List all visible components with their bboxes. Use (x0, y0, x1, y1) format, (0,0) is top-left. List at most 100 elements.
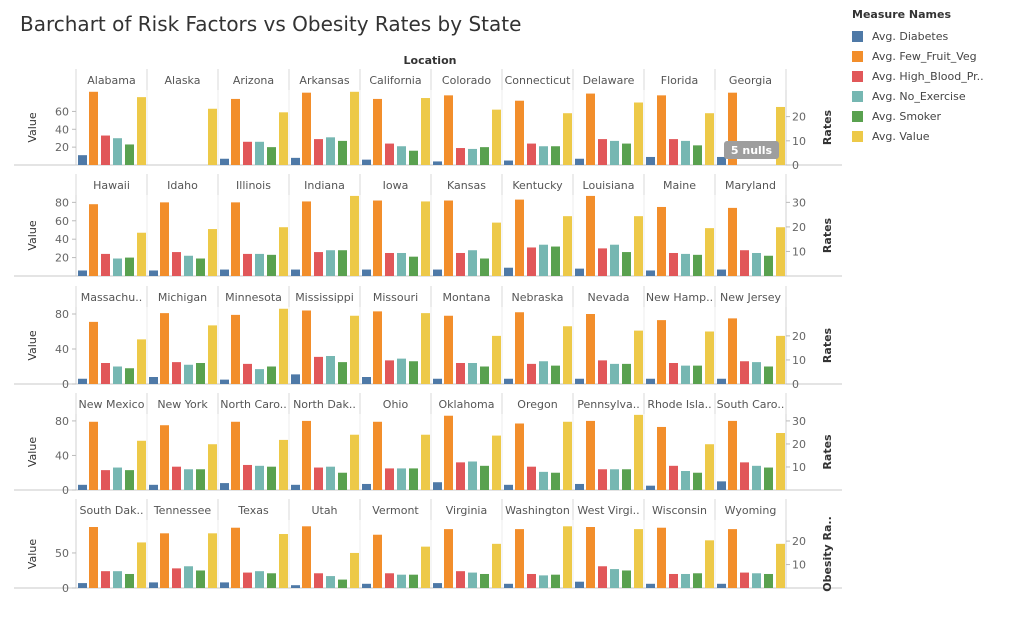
bar[interactable] (433, 583, 442, 588)
bar[interactable] (409, 574, 418, 588)
bar[interactable] (421, 313, 430, 384)
nulls-indicator[interactable] (724, 141, 779, 159)
bar[interactable] (184, 469, 193, 490)
bar[interactable] (693, 145, 702, 165)
bar[interactable] (740, 462, 749, 490)
bar[interactable] (113, 138, 122, 165)
bar[interactable] (504, 583, 513, 588)
bar[interactable] (669, 465, 678, 490)
bar[interactable] (610, 244, 619, 276)
bar[interactable] (291, 484, 300, 490)
bar[interactable] (279, 534, 288, 588)
bar[interactable] (196, 469, 205, 490)
bar[interactable] (89, 91, 98, 165)
bar[interactable] (480, 147, 489, 165)
bar[interactable] (362, 483, 371, 490)
bar[interactable] (586, 314, 595, 384)
bar[interactable] (113, 467, 122, 490)
bar[interactable] (752, 573, 761, 588)
bar[interactable] (598, 139, 607, 165)
bar[interactable] (137, 339, 146, 384)
bar[interactable] (693, 365, 702, 384)
bar[interactable] (527, 247, 536, 276)
bar[interactable] (598, 360, 607, 384)
bar[interactable] (326, 137, 335, 165)
bar[interactable] (160, 313, 169, 384)
bar[interactable] (373, 98, 382, 165)
bar[interactable] (586, 527, 595, 588)
bar[interactable] (622, 363, 631, 384)
bar[interactable] (350, 195, 359, 276)
bar[interactable] (444, 529, 453, 588)
bar[interactable] (373, 200, 382, 276)
bar[interactable] (196, 258, 205, 276)
bar[interactable] (137, 542, 146, 588)
bar[interactable] (89, 527, 98, 588)
bar[interactable] (551, 472, 560, 490)
bar[interactable] (314, 252, 323, 276)
bar[interactable] (433, 161, 442, 165)
bar[interactable] (385, 143, 394, 165)
bar[interactable] (409, 468, 418, 490)
bar[interactable] (610, 140, 619, 165)
bar[interactable] (101, 363, 110, 384)
bar[interactable] (456, 462, 465, 490)
bar[interactable] (575, 483, 584, 490)
bar[interactable] (740, 361, 749, 384)
bar[interactable] (302, 310, 311, 385)
bar[interactable] (657, 426, 666, 490)
bar[interactable] (409, 150, 418, 165)
bar[interactable] (563, 326, 572, 384)
bar[interactable] (776, 335, 785, 384)
bar[interactable] (504, 160, 513, 165)
bar[interactable] (101, 470, 110, 490)
bar[interactable] (610, 569, 619, 588)
bar[interactable] (196, 363, 205, 384)
bar[interactable] (657, 95, 666, 165)
bar[interactable] (291, 374, 300, 384)
bar[interactable] (208, 325, 217, 384)
bar[interactable] (326, 466, 335, 490)
bar[interactable] (468, 363, 477, 384)
bar[interactable] (397, 146, 406, 165)
bar[interactable] (752, 362, 761, 384)
bar[interactable] (728, 92, 737, 165)
bar[interactable] (172, 466, 181, 490)
bar[interactable] (456, 148, 465, 165)
bar[interactable] (78, 583, 87, 588)
bar[interactable] (492, 543, 501, 588)
bar[interactable] (705, 444, 714, 490)
bar[interactable] (586, 420, 595, 490)
bar[interactable] (539, 575, 548, 588)
bar[interactable] (598, 248, 607, 276)
bar[interactable] (504, 267, 513, 276)
legend-item[interactable]: Avg. Value (852, 126, 1017, 146)
bar[interactable] (444, 200, 453, 276)
bar[interactable] (220, 483, 229, 490)
bar[interactable] (149, 582, 158, 588)
bar[interactable] (646, 270, 655, 276)
bar[interactable] (314, 139, 323, 165)
bar[interactable] (208, 533, 217, 588)
bar[interactable] (160, 202, 169, 276)
bar[interactable] (338, 362, 347, 384)
bar[interactable] (551, 574, 560, 588)
bar[interactable] (669, 139, 678, 165)
bar[interactable] (634, 216, 643, 276)
bar[interactable] (527, 466, 536, 490)
bar[interactable] (314, 573, 323, 588)
bar[interactable] (338, 579, 347, 588)
bar[interactable] (125, 368, 134, 384)
bar[interactable] (279, 439, 288, 490)
bar[interactable] (78, 378, 87, 384)
bar[interactable] (362, 377, 371, 384)
bar[interactable] (385, 252, 394, 276)
bar[interactable] (291, 269, 300, 276)
bar[interactable] (89, 204, 98, 276)
bar[interactable] (291, 585, 300, 588)
bar[interactable] (622, 570, 631, 588)
bar[interactable] (172, 568, 181, 588)
bar[interactable] (456, 571, 465, 588)
bar[interactable] (504, 378, 513, 384)
legend-item[interactable]: Avg. High_Blood_Pr.. (852, 66, 1017, 86)
